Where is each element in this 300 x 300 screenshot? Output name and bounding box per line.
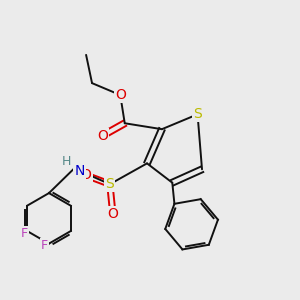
Text: O: O (107, 207, 118, 221)
Text: S: S (106, 177, 114, 191)
Text: F: F (20, 227, 28, 241)
Text: F: F (41, 238, 48, 252)
Text: O: O (97, 129, 108, 143)
Text: H: H (62, 155, 71, 168)
Text: O: O (81, 168, 92, 182)
Text: S: S (193, 107, 202, 121)
Text: O: O (115, 88, 126, 102)
Text: N: N (74, 164, 85, 178)
